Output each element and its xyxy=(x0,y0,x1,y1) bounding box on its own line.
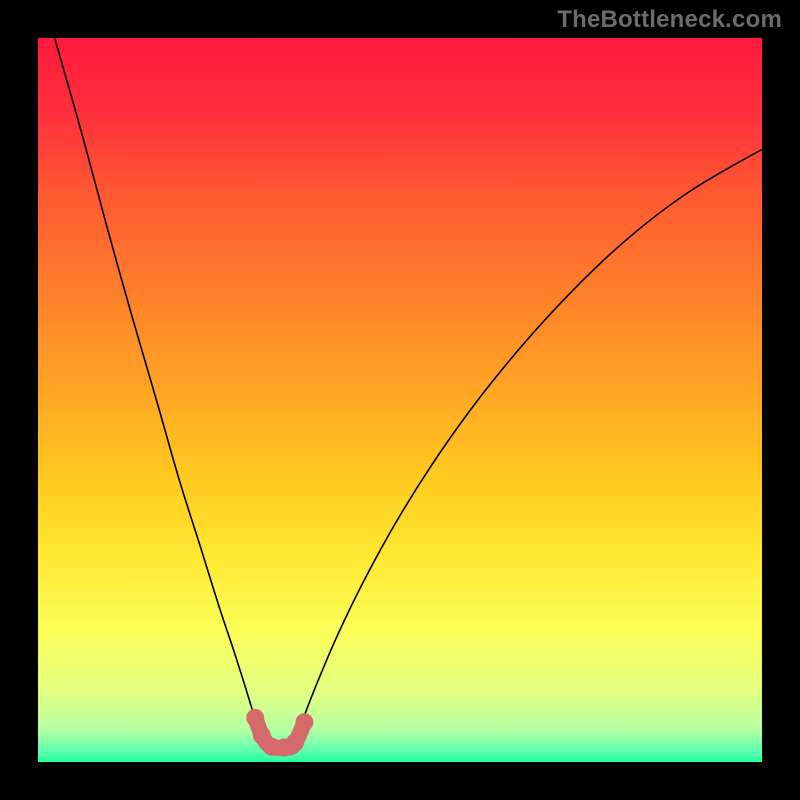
valley-marker-dot xyxy=(295,713,313,731)
chart-frame: TheBottleneck.com xyxy=(0,0,800,800)
valley-marker-dot xyxy=(246,709,264,727)
watermark-text: TheBottleneck.com xyxy=(557,6,782,34)
gradient-background xyxy=(38,38,762,762)
bottleneck-chart xyxy=(38,38,762,762)
valley-marker-dot xyxy=(286,733,304,751)
